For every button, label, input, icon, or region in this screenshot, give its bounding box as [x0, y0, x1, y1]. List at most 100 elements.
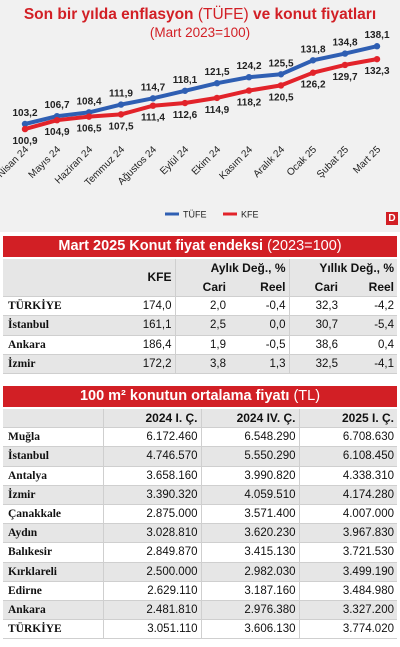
data-point-kfe	[21, 125, 29, 133]
table1-row: Ankara 186,4 1,9 -0,5 38,6 0,4	[3, 335, 398, 355]
table1-yearly-cari-cell: 38,6	[288, 335, 342, 355]
table2-row: Balıkesir 2.849.870 3.415.130 3.721.530	[3, 542, 397, 563]
data-label-tüfe: 125,5	[268, 58, 293, 69]
table2-row: İstanbul 4.746.570 5.550.290 6.108.450	[3, 446, 397, 467]
table1-monthly-cari-cell: 2,0	[174, 296, 229, 317]
table1-city-cell: İzmir	[3, 354, 111, 375]
data-label-kfe: 104,9	[44, 127, 69, 138]
table2-2024q4-cell: 3.571.400	[200, 504, 299, 525]
table2-2024q4-cell: 2.982.030	[200, 562, 299, 582]
table1-yearly-reel-cell: -4,2	[341, 296, 398, 317]
table2-2025q1-cell: 3.484.980	[298, 581, 397, 601]
data-point-tüfe	[213, 80, 221, 87]
data-label-kfe: 118,2	[237, 98, 262, 109]
table2-2024q1-cell: 2.500.000	[102, 562, 201, 582]
table2-row: Muğla 6.172.460 6.548.290 6.708.630	[3, 427, 397, 448]
table1-row: İstanbul 161,1 2,5 0,0 30,7 -5,4	[3, 315, 398, 336]
x-tick-label: Aralık 24	[251, 144, 287, 180]
table2-2025q1-cell: 4.174.280	[298, 485, 397, 505]
table2-2024q4-cell: 5.550.290	[200, 446, 299, 467]
table1-monthly-reel-cell: -0,5	[229, 335, 290, 355]
avg-price-table: 2024 I. Ç. 2024 IV. Ç. 2025 I. Ç. Muğla 6…	[3, 409, 397, 640]
table2-2024q1-cell: 3.028.810	[102, 523, 201, 544]
brand-logo: D	[386, 212, 398, 225]
table1-monthly-reel-cell: -0,4	[229, 296, 290, 317]
table2-city-cell: Aydın	[3, 523, 103, 544]
table2-city-cell: Muğla	[3, 427, 103, 448]
data-point-kfe	[213, 94, 221, 102]
data-label-tüfe: 106,7	[44, 100, 69, 111]
table2-row: Ankara 2.481.810 2.976.380 3.327.200	[3, 600, 397, 621]
table2-col-2024q1: 2024 I. Ç.	[102, 409, 201, 429]
data-point-tüfe	[341, 50, 349, 57]
data-label-tüfe: 124,2	[236, 61, 261, 72]
table2-city-cell: Kırklareli	[3, 562, 103, 582]
data-label-kfe: 120,5	[268, 92, 293, 103]
table2-2024q1-cell: 4.746.570	[102, 446, 201, 467]
data-label-tüfe: 111,9	[109, 89, 133, 100]
data-point-tüfe	[181, 87, 189, 94]
table2-2024q4-cell: 4.059.510	[200, 485, 299, 505]
data-label-tüfe: 138,1	[364, 30, 389, 41]
data-label-kfe: 129,7	[332, 72, 357, 83]
data-point-kfe	[373, 55, 381, 63]
table2-city-cell: TÜRKİYE	[3, 619, 103, 640]
table1-yearly-cari-cell: 32,3	[288, 296, 342, 317]
series-line-tüfe	[23, 44, 379, 126]
x-tick-label: Nisan 24	[0, 144, 31, 180]
data-point-kfe	[53, 116, 61, 124]
table2-city-cell: Edirne	[3, 581, 103, 601]
table2-2024q1-cell: 3.051.110	[102, 619, 201, 640]
data-point-kfe	[309, 69, 317, 76]
data-point-kfe	[149, 102, 157, 109]
table1-city-cell: TÜRKİYE	[3, 296, 111, 317]
legend-label-kfe: KFE	[241, 210, 259, 220]
table2-2024q1-cell: 2.875.000	[102, 504, 201, 525]
data-label-kfe: 100,9	[12, 136, 37, 147]
data-label-kfe: 114,9	[205, 105, 230, 116]
table2-col-2024q4: 2024 IV. Ç.	[200, 409, 299, 429]
table2-2025q1-cell: 3.327.200	[298, 600, 397, 621]
data-point-tüfe	[21, 120, 29, 128]
table2-2024q1-cell: 3.390.320	[102, 485, 201, 505]
data-label-tüfe: 121,5	[204, 67, 229, 78]
table2-city-cell: Balıkesir	[3, 542, 103, 563]
data-point-tüfe	[149, 95, 157, 102]
table2-city-cell: İstanbul	[3, 446, 103, 467]
table2-col-2025q1: 2025 I. Ç.	[298, 409, 397, 429]
table1-yearly-reel-cell: -4,1	[341, 354, 398, 375]
series-line-kfe	[23, 57, 379, 132]
table1-col-yearly-reel: Reel	[341, 277, 398, 297]
table2-2024q4-cell: 3.990.820	[200, 466, 299, 486]
table2-2024q4-cell: 3.606.130	[200, 619, 299, 640]
table1-col-monthly: Aylık Değ., %	[174, 259, 290, 278]
table2-row: Kırklareli 2.500.000 2.982.030 3.499.190	[3, 562, 397, 582]
table2-row: Antalya 3.658.160 3.990.820 4.338.310	[3, 466, 397, 486]
data-point-tüfe	[245, 73, 253, 81]
data-label-kfe: 132,3	[364, 66, 389, 77]
table2-2024q4-cell: 3.620.230	[200, 523, 299, 544]
legend-label-tüfe: TÜFE	[183, 210, 207, 220]
table2-city-cell: Çanakkale	[3, 504, 103, 525]
table1-yearly-cari-cell: 32,5	[288, 354, 342, 375]
x-tick-label: Kasım 24	[217, 144, 255, 182]
table2-2025q1-cell: 6.708.630	[298, 427, 397, 448]
table1-kfe-cell: 186,4	[111, 335, 175, 355]
table2-city-cell: Antalya	[3, 466, 103, 486]
table1-kfe-cell: 161,1	[111, 315, 175, 336]
table2-title: 100 m² konutun ortalama fiyatı (TL)	[3, 386, 397, 407]
table1-city-cell: İstanbul	[3, 315, 111, 336]
table1-city-cell: Ankara	[3, 335, 111, 355]
data-label-tüfe: 103,2	[12, 108, 37, 119]
table2-2024q1-cell: 2.629.110	[102, 581, 201, 601]
table1-yearly-cari-cell: 30,7	[288, 315, 342, 336]
table1-yearly-reel-cell: -5,4	[341, 315, 398, 336]
table1-col-monthly-reel: Reel	[229, 277, 290, 297]
data-point-kfe	[277, 82, 285, 89]
x-tick-label: Eylül 24	[158, 144, 191, 177]
table2-row: İzmir 3.390.320 4.059.510 4.174.280	[3, 485, 397, 505]
data-point-kfe	[117, 111, 125, 118]
data-label-kfe: 111,4	[141, 113, 165, 124]
table2-2024q1-cell: 6.172.460	[102, 427, 201, 448]
data-point-kfe	[181, 99, 189, 107]
